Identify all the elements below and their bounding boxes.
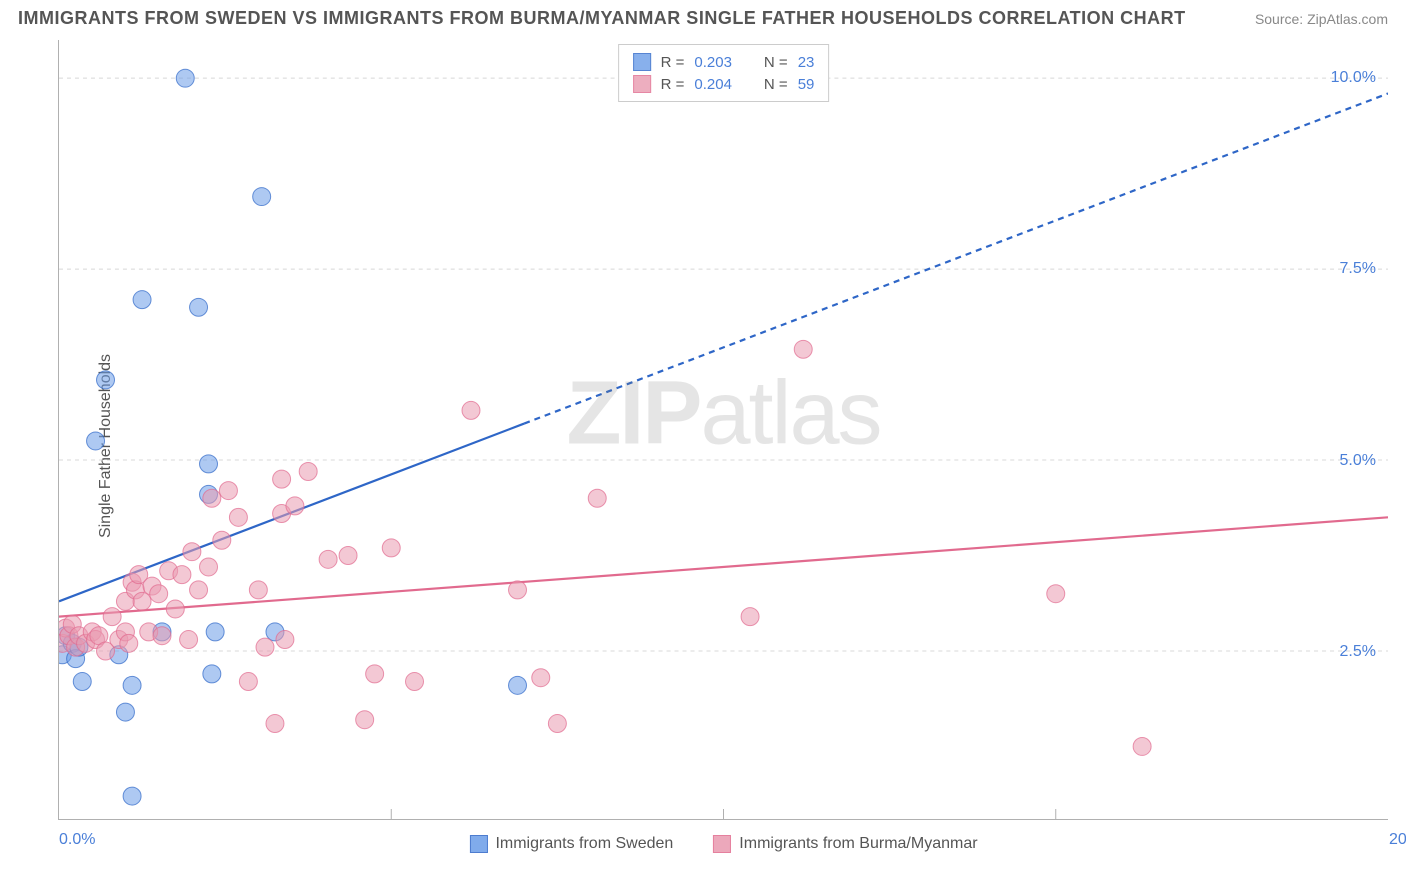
legend-swatch bbox=[633, 75, 651, 93]
plot-region: ZIPatlas R = 0.203 N = 23 R = 0.204 N = … bbox=[58, 40, 1388, 820]
y-tick-label: 7.5% bbox=[1340, 260, 1376, 278]
legend-stat-row: R = 0.203 N = 23 bbox=[633, 51, 815, 73]
y-tick-label: 5.0% bbox=[1340, 452, 1376, 470]
series-legend: Immigrants from Sweden Immigrants from B… bbox=[469, 835, 977, 853]
header-bar: IMMIGRANTS FROM SWEDEN VS IMMIGRANTS FRO… bbox=[0, 0, 1406, 33]
legend-n-value: 23 bbox=[798, 54, 815, 71]
legend-r-label: R = bbox=[661, 54, 685, 71]
legend-swatch bbox=[713, 835, 731, 853]
legend-n-label: N = bbox=[764, 76, 788, 93]
legend-series-item: Immigrants from Sweden bbox=[469, 835, 673, 853]
legend-stat-row: R = 0.204 N = 59 bbox=[633, 73, 815, 95]
chart-container: IMMIGRANTS FROM SWEDEN VS IMMIGRANTS FRO… bbox=[0, 0, 1406, 892]
legend-swatch bbox=[633, 53, 651, 71]
legend-series-name: Immigrants from Burma/Myanmar bbox=[739, 835, 977, 853]
chart-title: IMMIGRANTS FROM SWEDEN VS IMMIGRANTS FRO… bbox=[18, 8, 1186, 29]
y-tick-label: 10.0% bbox=[1331, 69, 1376, 87]
legend-r-label: R = bbox=[661, 76, 685, 93]
legend-n-label: N = bbox=[764, 54, 788, 71]
legend-swatch bbox=[469, 835, 487, 853]
x-tick-label: 0.0% bbox=[59, 831, 95, 849]
legend-series-name: Immigrants from Sweden bbox=[495, 835, 673, 853]
legend-series-item: Immigrants from Burma/Myanmar bbox=[713, 835, 977, 853]
y-tick-label: 2.5% bbox=[1340, 643, 1376, 661]
legend-r-value: 0.204 bbox=[694, 76, 732, 93]
source-label: Source: ZipAtlas.com bbox=[1255, 11, 1388, 27]
correlation-legend: R = 0.203 N = 23 R = 0.204 N = 59 bbox=[618, 44, 830, 102]
legend-r-value: 0.203 bbox=[694, 54, 732, 71]
scatter-svg bbox=[59, 40, 1388, 819]
legend-n-value: 59 bbox=[798, 76, 815, 93]
